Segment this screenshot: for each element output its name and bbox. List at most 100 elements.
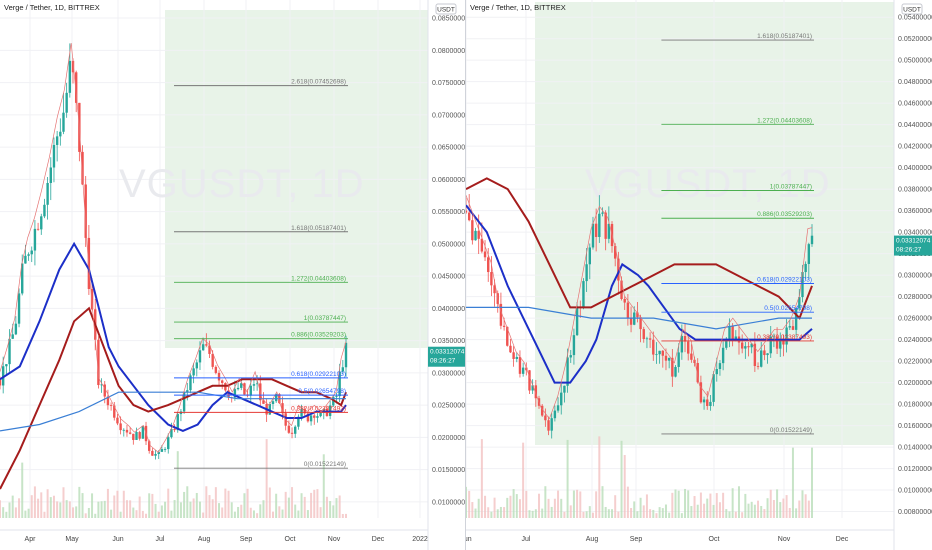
volume-bar: [271, 511, 274, 518]
fib-level-label: 0(0.01522149): [770, 427, 812, 434]
candle-body: [214, 366, 218, 373]
x-tick-label: Oct: [709, 536, 720, 543]
candle-body: [655, 354, 658, 356]
candle-body: [594, 223, 598, 237]
y-tick-label: 0.03000000: [898, 273, 932, 280]
candle-body: [728, 325, 731, 339]
volume-bar: [630, 508, 633, 518]
x-tick-label: Aug: [586, 536, 599, 543]
candle-body: [591, 223, 595, 248]
candle-body: [205, 344, 208, 346]
volume-bar: [572, 490, 575, 518]
x-tick-label: Dec: [372, 536, 385, 543]
candle-body: [14, 323, 18, 335]
y-tick-label: 0.04800000: [898, 79, 932, 86]
candle-body: [71, 60, 75, 73]
volume-bar: [198, 501, 201, 518]
candle-body: [696, 363, 699, 383]
volume-bar: [633, 501, 636, 518]
candle-body: [173, 428, 176, 431]
y-tick-label: 0.04000000: [898, 165, 932, 172]
volume-bar: [763, 509, 766, 518]
volume-bar: [100, 501, 103, 518]
volume-bar: [227, 490, 230, 518]
volume-bar: [687, 490, 690, 518]
volume-bar: [141, 510, 144, 518]
volume-bar: [795, 508, 798, 518]
volume-bar: [240, 504, 243, 518]
candle-body: [553, 410, 557, 419]
candle-body: [763, 350, 766, 356]
volume-bar: [515, 494, 518, 518]
volume-bar: [528, 510, 531, 518]
x-tick-label: Jun: [112, 536, 123, 543]
x-tick-label: Aug: [198, 536, 211, 543]
candle-body: [313, 415, 316, 418]
volume-bar: [94, 513, 97, 518]
volume-bar: [310, 492, 313, 518]
volume-bar: [611, 509, 614, 518]
currency-button[interactable]: [435, 3, 457, 15]
candle-body: [262, 400, 265, 404]
volume-bar: [706, 498, 709, 518]
candle-body: [201, 344, 205, 351]
candle-body: [1, 366, 5, 386]
volume-bar: [37, 498, 40, 518]
chart-panel-right[interactable]: VGUSDT, 1D 1.618(0.05187401) 1.272(0.04403…: [466, 0, 932, 550]
volume-bar: [776, 489, 779, 518]
volume-bar: [798, 500, 801, 518]
candle-body: [189, 375, 192, 391]
candle-body: [116, 417, 119, 424]
candle-body: [585, 264, 588, 282]
candle-body: [151, 450, 154, 456]
volume-bar: [744, 493, 747, 518]
chart-left-svg[interactable]: VGUSDT, 1D 2.618(0.07452698) 1.618(0.05187…: [0, 0, 466, 550]
volume-bar: [125, 500, 128, 518]
x-tick-label: Jun: [466, 536, 472, 543]
candle-body: [109, 405, 113, 406]
candle-body: [664, 355, 668, 361]
candle-body: [141, 425, 145, 439]
candle-body: [804, 263, 807, 273]
volume-bar: [84, 513, 87, 518]
volume-bar: [617, 511, 620, 518]
candle-body: [65, 92, 68, 113]
y-tick-label: 0.05400000: [898, 15, 932, 22]
symbol-title: Verge / Tether, 1D, BITTREX: [4, 3, 100, 12]
candle-body: [521, 367, 525, 374]
volume-bar: [506, 497, 509, 518]
candle-body: [785, 327, 788, 345]
volume-bar: [56, 501, 59, 518]
volume-bar: [259, 504, 262, 518]
chart-panel-left[interactable]: VGUSDT, 1D 2.618(0.07452698) 1.618(0.05187…: [0, 0, 466, 550]
volume-bar: [696, 504, 699, 518]
volume-bar: [202, 512, 205, 518]
candle-body: [477, 230, 480, 239]
y-tick-label: 0.03400000: [898, 230, 932, 237]
volume-bar: [8, 502, 11, 518]
volume-bar: [243, 493, 246, 518]
fib-level-label: 0.5(0.02654798): [298, 388, 346, 395]
candle-body: [798, 297, 801, 309]
candle-body: [240, 383, 243, 388]
volume-bar: [658, 507, 661, 518]
y-tick-label: 0.03500000: [432, 338, 466, 345]
currency-button[interactable]: [901, 3, 923, 15]
volume-bar: [179, 502, 182, 518]
candle-body: [480, 238, 484, 252]
volume-bar: [300, 493, 303, 518]
candle-body: [598, 213, 601, 237]
fib-level-label: 0.886(0.03529203): [291, 332, 346, 339]
y-tick-label: 0.08000000: [432, 48, 466, 55]
volume-bar: [655, 513, 658, 518]
y-tick-label: 0.01500000: [432, 467, 466, 474]
x-tick-label: Nov: [778, 536, 791, 543]
volume-bar: [728, 511, 731, 518]
candle-body: [588, 247, 591, 265]
price-axis-area: [428, 0, 466, 550]
x-tick-label: Sep: [240, 536, 253, 543]
chart-right-svg[interactable]: VGUSDT, 1D 1.618(0.05187401) 1.272(0.04403…: [466, 0, 932, 550]
moving-average-lightblue: [466, 306, 812, 330]
candle-body: [113, 405, 116, 418]
candle-body: [772, 336, 776, 338]
